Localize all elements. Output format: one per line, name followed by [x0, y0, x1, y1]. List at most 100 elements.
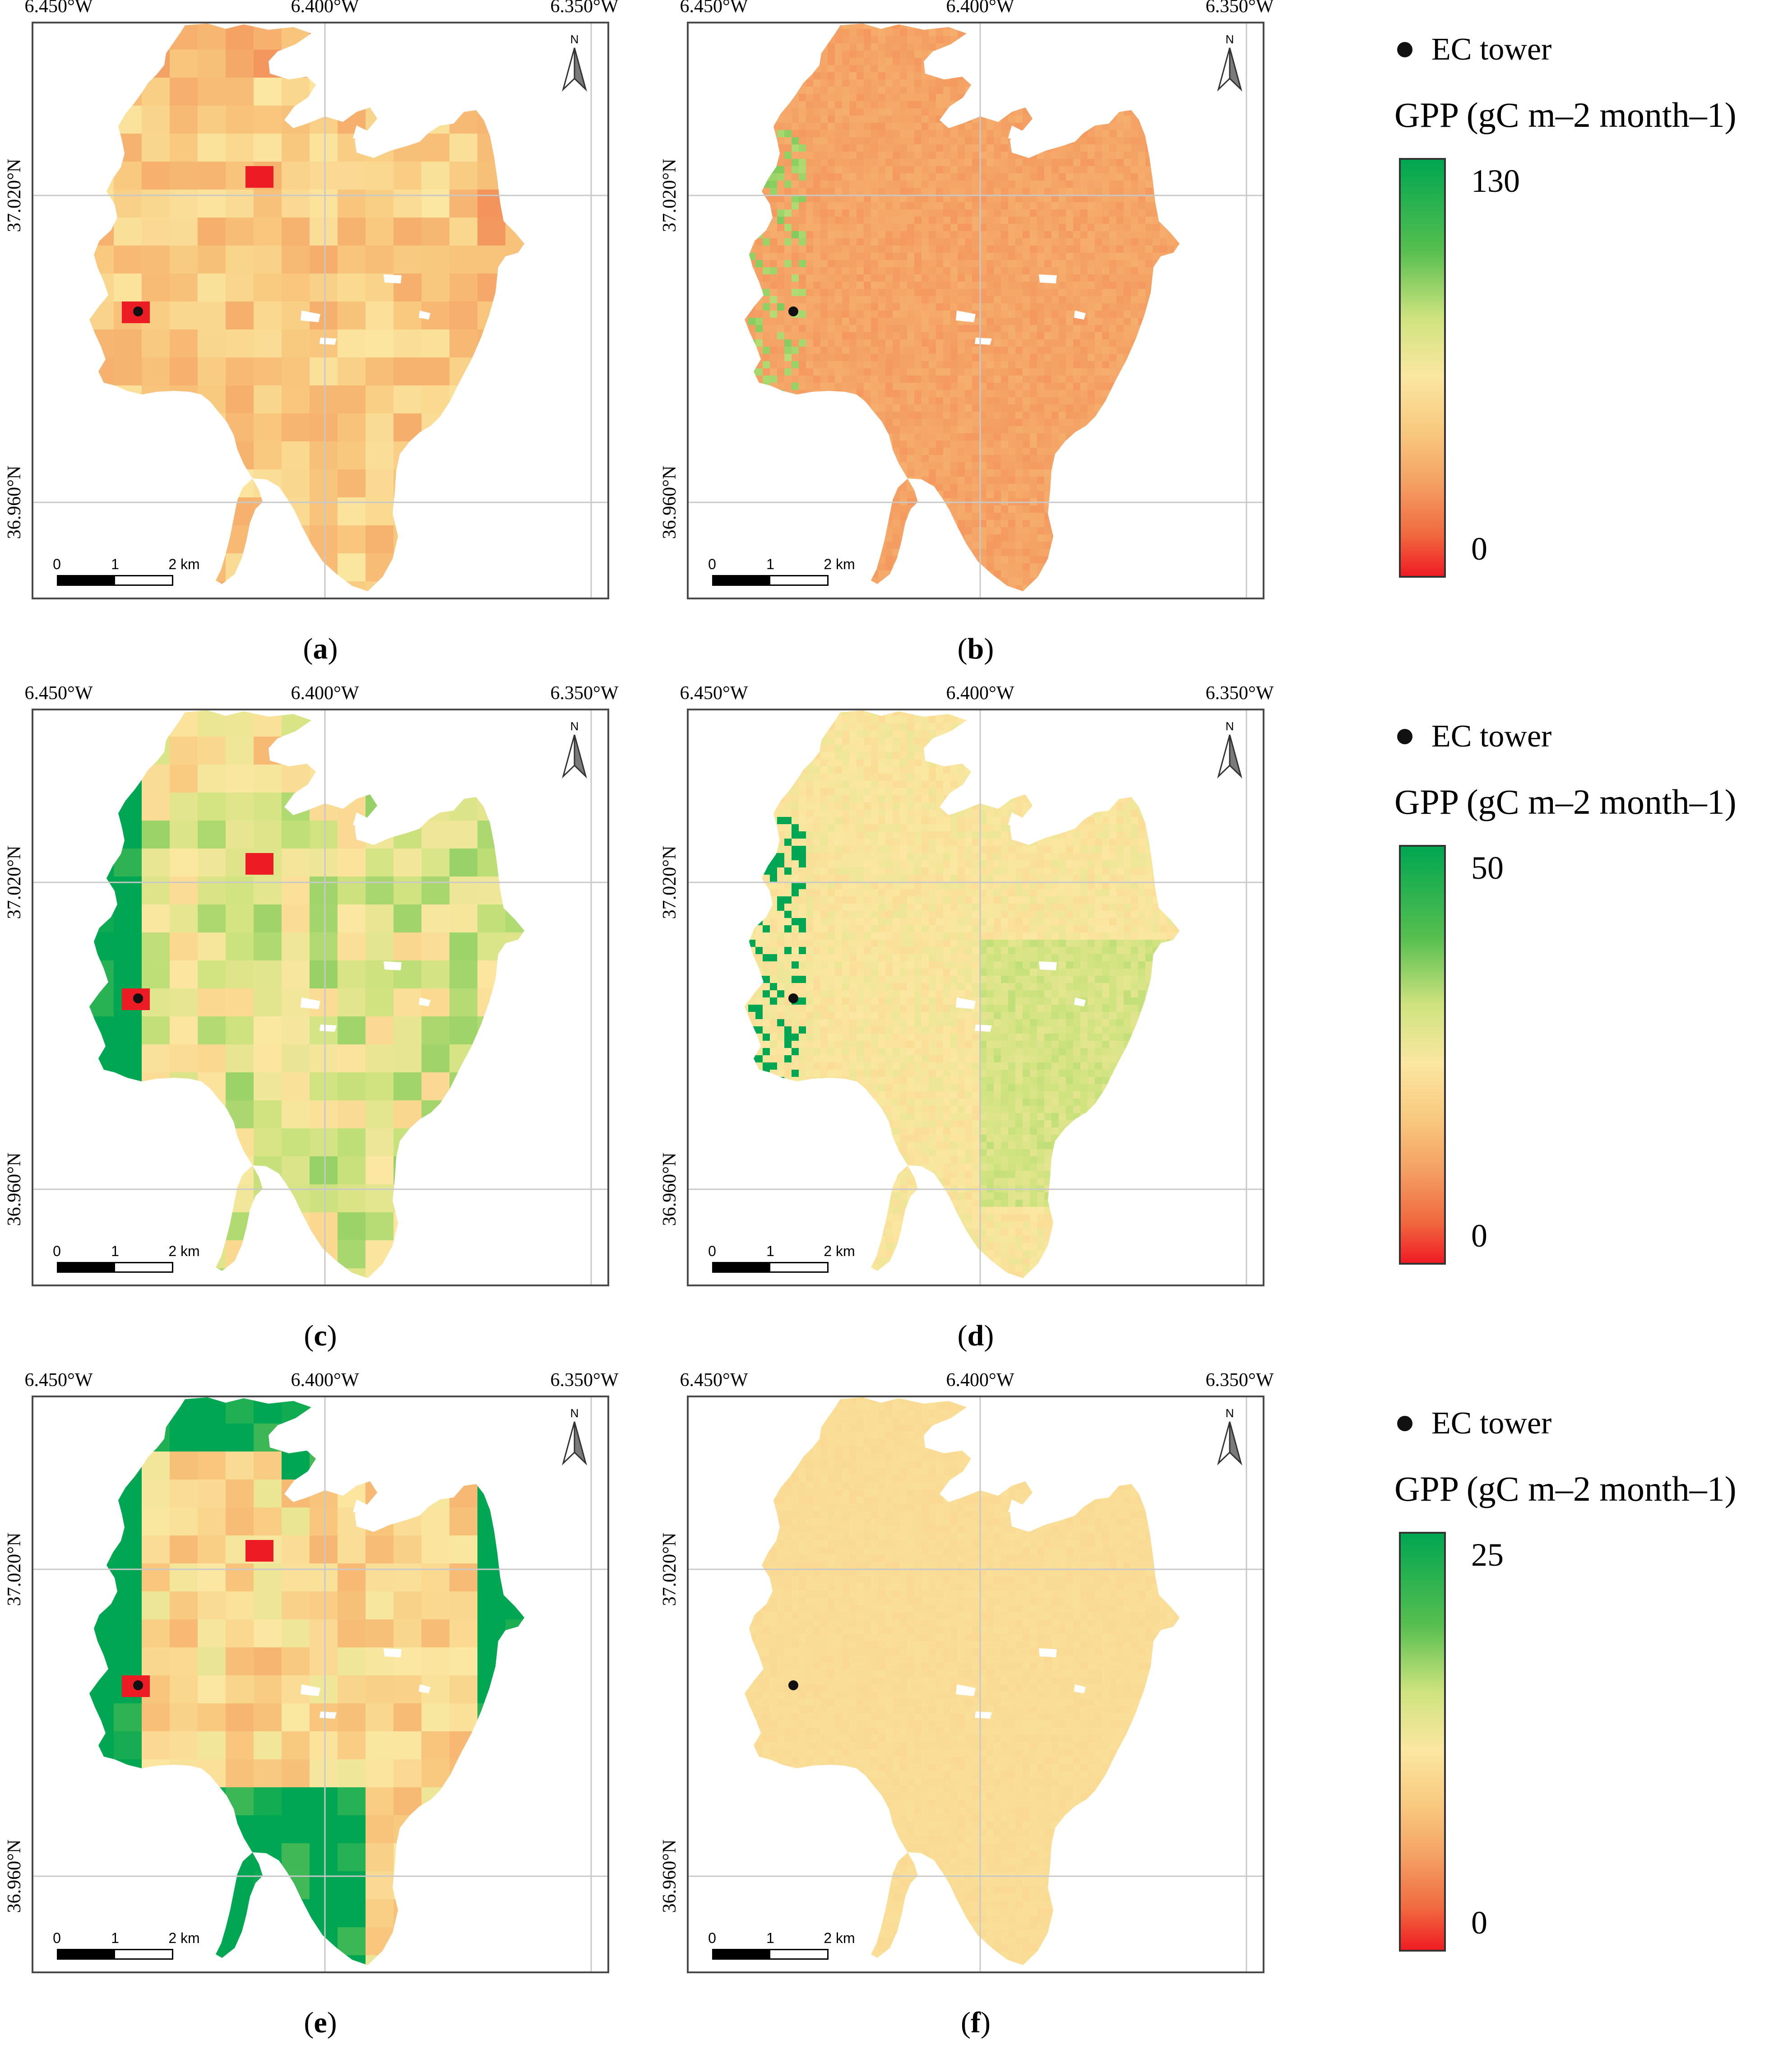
gpp-pixel — [914, 108, 922, 116]
gpp-pixel — [1088, 195, 1095, 203]
gpp-pixel — [1030, 433, 1037, 441]
gpp-pixel — [763, 238, 770, 246]
gpp-pixel — [820, 274, 828, 282]
gpp-pixel — [820, 101, 828, 109]
gpp-pixel — [950, 116, 958, 123]
gpp-pixel — [1174, 79, 1180, 87]
gpp-pixel — [1160, 246, 1167, 253]
gpp-pixel — [921, 426, 929, 434]
gpp-pixel — [994, 332, 1001, 340]
gpp-pixel — [813, 303, 821, 311]
gpp-pixel — [1160, 65, 1167, 73]
gpp-pixel — [1095, 426, 1102, 434]
gpp-pixel — [1044, 491, 1052, 499]
gpp-pixel — [842, 173, 850, 181]
gpp-pixel — [958, 368, 965, 376]
gpp-pixel — [1116, 469, 1124, 477]
gpp-pixel — [1116, 433, 1124, 441]
gpp-pixel — [849, 260, 857, 268]
gpp-pixel — [1138, 513, 1146, 520]
gpp-pixel — [1102, 159, 1110, 167]
gpp-pixel — [835, 152, 843, 159]
gpp-pixel — [885, 441, 893, 448]
gpp-pixel — [842, 152, 850, 159]
gpp-pixel — [449, 23, 478, 50]
gpp-pixel — [950, 217, 958, 224]
gpp-pixel — [943, 65, 951, 73]
gpp-pixel — [1116, 29, 1124, 37]
gpp-pixel — [1124, 51, 1131, 58]
gpp-pixel — [1044, 181, 1052, 188]
gpp-pixel — [784, 469, 792, 477]
gpp-pixel — [1051, 166, 1059, 174]
gpp-pixel — [1102, 181, 1110, 188]
gpp-pixel — [745, 311, 749, 318]
gpp-pixel — [914, 469, 922, 477]
gpp-pixel — [857, 491, 864, 499]
gpp-pixel — [921, 217, 929, 224]
gpp-pixel — [965, 159, 972, 167]
gpp-pixel — [1080, 513, 1088, 520]
gpp-pixel — [763, 404, 770, 412]
gpp-pixel — [799, 296, 806, 304]
gpp-pixel — [748, 318, 756, 325]
gpp-pixel — [1145, 505, 1153, 513]
gpp-pixel — [1073, 29, 1081, 37]
gpp-pixel — [777, 433, 785, 441]
gpp-pixel — [842, 311, 850, 318]
gpp-pixel — [958, 520, 965, 528]
gpp-pixel — [1160, 390, 1167, 398]
gpp-pixel — [943, 491, 951, 499]
gpp-pixel — [1153, 181, 1160, 188]
gpp-pixel — [1088, 231, 1095, 239]
gpp-pixel — [170, 134, 198, 162]
gpp-pixel — [994, 23, 1001, 29]
gpp-pixel — [813, 332, 821, 340]
gpp-pixel — [936, 130, 944, 138]
gpp-pixel — [835, 311, 843, 318]
gpp-pixel — [1023, 231, 1030, 239]
gpp-pixel — [421, 23, 450, 50]
gpp-pixel — [820, 246, 828, 253]
gpp-pixel — [1037, 361, 1045, 369]
gpp-pixel — [1109, 361, 1117, 369]
gpp-pixel — [842, 116, 850, 123]
gpp-pixel — [900, 188, 908, 195]
gpp-pixel — [1124, 87, 1131, 94]
gpp-pixel — [813, 23, 821, 29]
gpp-pixel — [799, 477, 806, 484]
gpp-pixel — [965, 397, 972, 405]
gpp-pixel — [849, 246, 857, 253]
gpp-pixel — [1023, 43, 1030, 51]
gpp-pixel — [1066, 505, 1074, 513]
gpp-pixel — [828, 462, 835, 470]
gpp-pixel — [972, 87, 980, 94]
gpp-pixel — [900, 130, 908, 138]
gpp-pixel — [1095, 238, 1102, 246]
gpp-pixel — [914, 130, 922, 138]
gpp-pixel — [950, 325, 958, 333]
gpp-pixel — [1095, 274, 1102, 282]
gpp-pixel — [1153, 448, 1160, 455]
gpp-pixel — [254, 274, 282, 302]
gpp-pixel — [1066, 188, 1074, 195]
gpp-pixel — [755, 101, 763, 109]
gpp-pixel — [1174, 339, 1180, 347]
gpp-pixel — [792, 152, 799, 159]
gpp-pixel — [871, 202, 879, 210]
gpp-pixel — [1145, 325, 1153, 333]
gpp-pixel — [1131, 29, 1139, 37]
gpp-pixel — [1153, 238, 1160, 246]
gpp-pixel — [421, 413, 450, 442]
gpp-pixel — [1023, 282, 1030, 289]
gpp-pixel — [1109, 469, 1117, 477]
gpp-pixel — [972, 549, 980, 556]
gpp-pixel — [1102, 311, 1110, 318]
gpp-pixel — [871, 534, 879, 542]
gpp-pixel — [900, 520, 908, 528]
gpp-pixel — [1145, 368, 1153, 376]
gpp-pixel — [1124, 433, 1131, 441]
gpp-pixel — [1066, 130, 1074, 138]
gpp-pixel — [763, 209, 770, 217]
gpp-pixel — [864, 325, 871, 333]
